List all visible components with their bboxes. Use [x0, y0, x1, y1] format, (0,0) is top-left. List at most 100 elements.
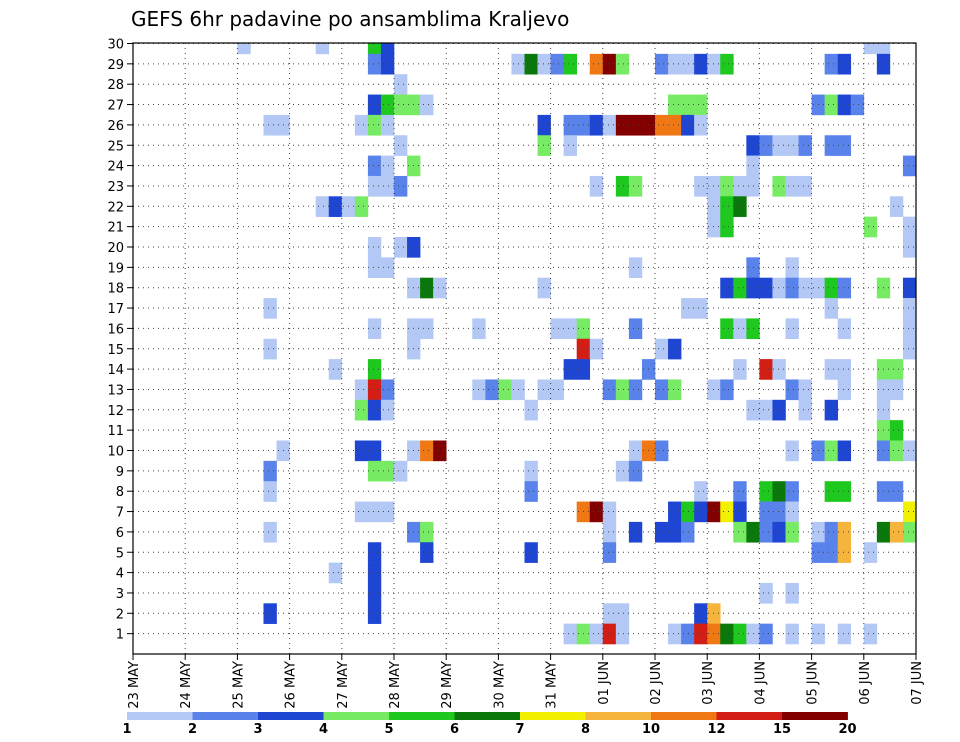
x-tick-label: 03 JUN: [701, 661, 716, 705]
colorbar-label: 4: [319, 722, 328, 737]
precip-cell: [367, 582, 382, 604]
precip-cell: [589, 501, 604, 523]
precip-cell: [902, 338, 917, 360]
x-tick-label: 02 JUN: [649, 661, 664, 705]
precip-cell: [876, 43, 891, 55]
precip-cell: [733, 318, 747, 340]
precip-cell: [668, 379, 682, 401]
x-tick-label: 31 MAY: [545, 661, 560, 709]
precip-cell: [354, 379, 369, 401]
precip-cell: [759, 481, 773, 502]
precip-cell: [902, 277, 917, 299]
x-tick-label: 06 JUN: [858, 661, 873, 705]
precip-cell: [367, 440, 382, 462]
precip-cell: [563, 114, 577, 136]
precip-cell: [694, 175, 708, 197]
precip-cell: [889, 379, 904, 401]
precip-cell: [602, 603, 617, 624]
precip-cell: [837, 53, 852, 75]
precip-cell: [785, 175, 799, 197]
colorbar-swatch: [585, 712, 652, 720]
precip-cell: [759, 135, 773, 156]
x-tick-label: 25 MAY: [231, 661, 246, 709]
precip-cell: [824, 521, 838, 543]
precip-cell: [380, 399, 395, 421]
x-tick-label: 01 JUN: [597, 661, 612, 705]
precip-cell: [902, 440, 917, 462]
precip-cell: [785, 257, 799, 278]
precip-cell: [733, 481, 747, 502]
precip-cell: [380, 94, 395, 116]
precip-cell: [589, 53, 604, 75]
precip-cell: [263, 521, 277, 543]
precip-cell: [902, 318, 917, 340]
precip-cell: [367, 155, 382, 177]
y-tick-label: 26: [107, 119, 124, 134]
precip-cell: [694, 298, 708, 319]
precip-cell: [563, 623, 577, 645]
precip-cell: [380, 175, 395, 197]
precip-cell: [733, 501, 747, 523]
precip-cell: [798, 175, 812, 197]
precip-cell: [694, 623, 708, 645]
precip-cell: [537, 114, 551, 136]
y-tick-label: 3: [116, 587, 124, 602]
y-tick-label: 24: [107, 160, 124, 175]
precip-cell: [889, 440, 904, 462]
precip-cell: [550, 318, 564, 340]
colorbar-label: 2: [188, 722, 197, 737]
precip-cell: [563, 135, 577, 156]
precip-cell: [354, 501, 369, 523]
chart-title: GEFS 6hr padavine po ansamblima Kraljevo: [131, 7, 569, 31]
precip-cell: [602, 623, 617, 645]
precip-cell: [354, 114, 369, 136]
precip-cell: [681, 114, 695, 136]
precip-cell: [720, 501, 734, 523]
precip-cell: [902, 521, 917, 543]
precip-cell: [837, 521, 852, 543]
precip-cell: [628, 318, 643, 340]
precip-cell: [602, 114, 617, 136]
precip-cell: [602, 542, 617, 563]
precip-cell: [681, 298, 695, 319]
precip-cell: [785, 379, 799, 401]
precip-cell: [759, 399, 773, 421]
precip-cell: [380, 43, 395, 55]
precip-cell: [785, 277, 799, 299]
precip-cell: [772, 399, 786, 421]
precip-cell: [367, 114, 382, 136]
colorbar-label: 5: [384, 722, 393, 737]
precip-cell: [380, 53, 395, 75]
precip-cell: [589, 114, 604, 136]
precip-cell: [785, 501, 799, 523]
precip-cell: [824, 542, 838, 563]
precip-cell: [380, 501, 395, 523]
precip-cell: [263, 298, 277, 319]
precip-cell: [668, 53, 682, 75]
precip-cell: [772, 521, 786, 543]
precip-cell: [785, 318, 799, 340]
precip-cell: [837, 277, 852, 299]
precip-cell: [367, 175, 382, 197]
precip-cell: [889, 196, 904, 217]
precip-cell: [681, 53, 695, 75]
precip-cell: [824, 53, 838, 75]
precip-cell: [524, 542, 538, 563]
precip-cell: [367, 318, 382, 340]
precip-cell: [837, 318, 852, 340]
precip-cell: [785, 440, 799, 462]
precip-cell: [420, 440, 434, 462]
precip-cell: [759, 582, 773, 604]
colorbar-swatch: [389, 712, 455, 720]
precip-cell: [628, 257, 643, 278]
precip-cell: [263, 114, 277, 136]
colorbar-swatch: [716, 712, 783, 720]
precip-cell: [668, 501, 682, 523]
dotted-grid: [133, 43, 916, 654]
precip-cell: [380, 257, 395, 278]
y-tick-label: 14: [107, 363, 124, 378]
precip-cell: [837, 135, 852, 156]
precip-cell: [628, 175, 643, 197]
precip-cell: [668, 623, 682, 645]
precip-cell: [681, 94, 695, 116]
